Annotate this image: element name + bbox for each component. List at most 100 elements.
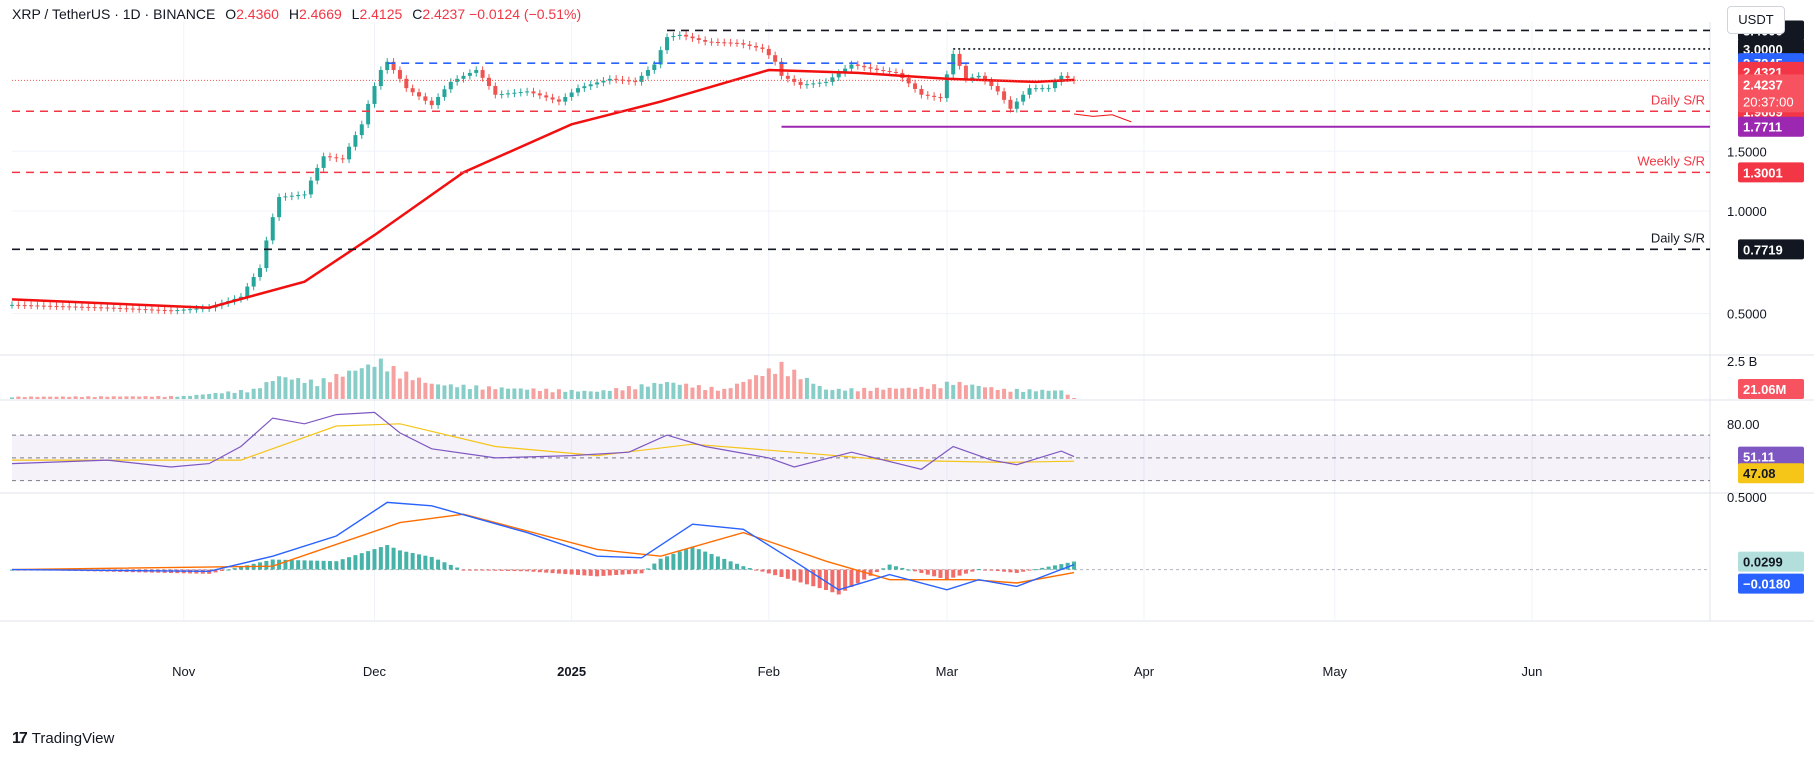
- volume-bar: [60, 396, 65, 399]
- candle-body: [506, 93, 511, 95]
- volume-bar: [207, 393, 212, 399]
- volume-bar: [277, 376, 282, 399]
- volume-bar: [855, 391, 860, 399]
- macd-histogram-bar: [658, 558, 663, 570]
- volume-bar: [728, 388, 733, 399]
- macd-histogram-bar: [308, 560, 313, 570]
- volume-bar: [245, 392, 250, 399]
- macd-histogram-bar: [798, 569, 803, 583]
- macd-histogram-bar: [741, 566, 746, 570]
- macd-histogram-bar: [1046, 566, 1051, 570]
- candle-body: [455, 78, 460, 82]
- candle-body: [29, 305, 34, 307]
- candle-body: [595, 82, 600, 85]
- volume-bar: [696, 385, 701, 399]
- volume-bar: [156, 396, 161, 399]
- candle-body: [830, 77, 835, 82]
- macd-histogram-bar: [696, 549, 701, 570]
- candle-body: [41, 305, 46, 307]
- volume-bar: [41, 396, 46, 399]
- macd-histogram-bar: [334, 561, 339, 570]
- candle-body: [811, 83, 816, 85]
- macd-histogram-bar: [353, 555, 358, 570]
- candle-body: [843, 68, 848, 73]
- candle-body: [862, 65, 867, 68]
- volume-bar: [754, 375, 759, 399]
- time-tick-label-1: Dec: [363, 664, 387, 679]
- volume-bar: [308, 379, 313, 399]
- volume-bar: [582, 390, 587, 399]
- candle-body: [359, 124, 364, 136]
- candle-body: [493, 86, 498, 95]
- candle-body: [817, 82, 822, 84]
- volume-bar: [283, 377, 288, 399]
- volume-bar: [607, 390, 612, 399]
- candle-body: [181, 309, 186, 311]
- candle-body: [989, 80, 994, 87]
- volume-bar: [143, 396, 148, 399]
- candle-body: [480, 70, 485, 78]
- macd-histogram-bar: [919, 569, 924, 573]
- currency-selector[interactable]: USDT: [1727, 6, 1785, 34]
- macd-histogram-bar: [620, 569, 625, 575]
- volume-bar: [378, 358, 383, 399]
- time-tick-label-5: Apr: [1134, 664, 1155, 679]
- macd-histogram-bar: [925, 569, 930, 575]
- volume-bar: [919, 386, 924, 399]
- volume-bar: [913, 388, 918, 399]
- candle-body: [671, 35, 676, 38]
- candle-body: [970, 77, 975, 79]
- volume-bar: [92, 397, 97, 399]
- candle-body: [881, 70, 886, 72]
- rsi-tick-label: 80.00: [1727, 417, 1760, 432]
- candle-body: [423, 96, 428, 101]
- volume-bar: [976, 385, 981, 399]
- volume-bar: [410, 380, 415, 399]
- macd-histogram-bar: [976, 569, 981, 571]
- volume-bar: [900, 388, 905, 399]
- macd-histogram-bar: [499, 569, 504, 571]
- candle-body: [932, 95, 937, 97]
- volume-tick-label: 2.5 B: [1727, 354, 1757, 369]
- candle-body: [308, 180, 313, 195]
- volume-bar: [486, 386, 491, 399]
- volume-bar: [766, 368, 771, 399]
- candle-body: [366, 103, 371, 125]
- macd-histogram-bar: [944, 569, 949, 580]
- macd-histogram-bar: [817, 569, 822, 589]
- macd-histogram-bar: [1065, 562, 1070, 570]
- macd-histogram-bar: [1008, 569, 1013, 573]
- volume-bar: [149, 396, 154, 399]
- volume-bar: [665, 382, 670, 399]
- macd-value-tag-bg: [1738, 551, 1804, 572]
- macd-histogram-bar: [588, 569, 593, 576]
- macd-histogram-bar: [455, 567, 460, 570]
- volume-bar: [67, 396, 72, 399]
- candle-body: [734, 42, 739, 44]
- candle-body: [16, 304, 21, 306]
- candle-body: [684, 34, 689, 37]
- macd-histogram-bar: [461, 569, 466, 571]
- macd-histogram-bar: [607, 569, 612, 576]
- volume-bar: [99, 396, 104, 399]
- volume-bar: [531, 388, 536, 399]
- candle-body: [486, 77, 491, 87]
- volume-bar: [118, 396, 123, 399]
- volume-bar: [569, 389, 574, 399]
- rsi-ma-line: [12, 423, 1075, 464]
- symbol-title[interactable]: XRP / TetherUS · 1D · BINANCE: [12, 6, 216, 22]
- macd-histogram-bar: [868, 569, 873, 576]
- candle-body: [544, 95, 549, 98]
- level-text-3: Daily S/R: [1651, 92, 1705, 107]
- macd-histogram-bar: [1052, 565, 1057, 570]
- macd-histogram-bar: [671, 553, 676, 570]
- volume-bar: [932, 384, 937, 399]
- macd-histogram-bar: [874, 569, 879, 573]
- macd-histogram-bar: [544, 569, 549, 573]
- volume-bar: [652, 382, 657, 399]
- macd-histogram-bar: [372, 549, 377, 570]
- candle-body: [747, 44, 752, 46]
- tradingview-logo[interactable]: 17 TradingView: [12, 730, 114, 748]
- volume-bar: [906, 387, 911, 399]
